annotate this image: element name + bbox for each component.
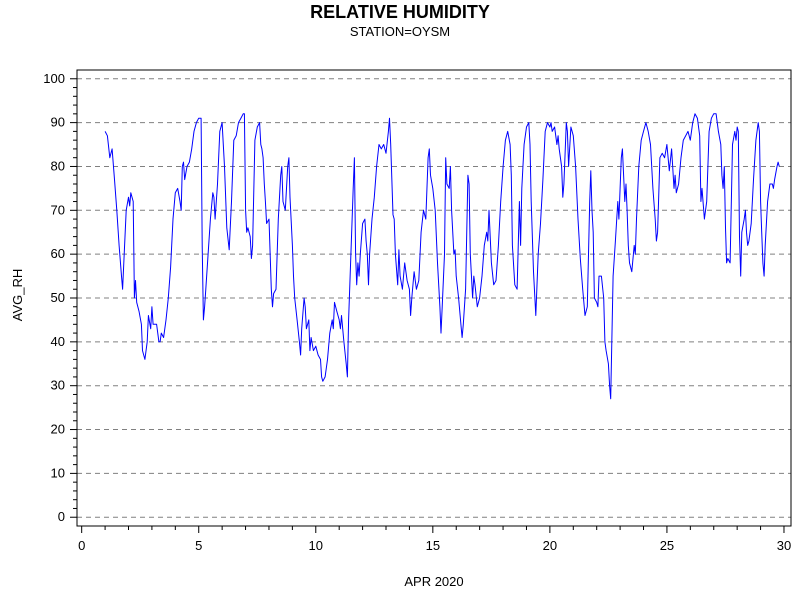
y-tick-label: 60 <box>51 246 65 261</box>
chart-subtitle: STATION=OYSM <box>350 24 450 39</box>
y-tick-label: 100 <box>43 71 65 86</box>
y-tick-label: 20 <box>51 422 65 437</box>
x-tick-label: 20 <box>543 538 557 553</box>
x-axis-label: APR 2020 <box>404 574 463 589</box>
y-tick-label: 0 <box>58 509 65 524</box>
x-tick-label: 10 <box>309 538 323 553</box>
series-line <box>104 113 780 400</box>
y-tick-label: 90 <box>51 115 65 130</box>
y-tick-label: 70 <box>51 202 65 217</box>
y-tick-label: 80 <box>51 158 65 173</box>
y-tick-label: 10 <box>51 465 65 480</box>
x-tick-label: 30 <box>777 538 791 553</box>
series-layer <box>104 113 780 400</box>
x-tick-label: 15 <box>426 538 440 553</box>
axes: 0 10 20 30 40 50 60 70 80 90 100 0 5 10 15 20 25 30 <box>43 71 791 553</box>
x-tick-label: 0 <box>78 538 85 553</box>
y-tick-label: 40 <box>51 334 65 349</box>
chart-title: RELATIVE HUMIDITY <box>310 2 490 22</box>
x-tick-label: 25 <box>660 538 674 553</box>
y-tick-label: 30 <box>51 378 65 393</box>
plot-frame <box>76 69 792 527</box>
x-tick-label: 5 <box>195 538 202 553</box>
grid-lines <box>77 78 791 518</box>
y-tick-label: 50 <box>51 290 65 305</box>
y-axis-label: AVG_RH <box>10 269 25 322</box>
